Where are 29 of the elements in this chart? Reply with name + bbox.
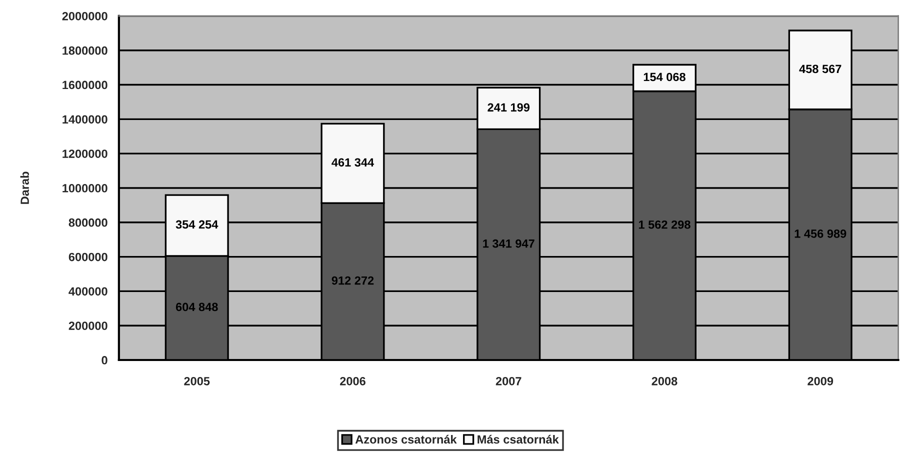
legend-label: Más csatornák [478,434,559,444]
data-label: 458 567 [799,64,842,74]
y-tick-label: 200000 [68,322,108,330]
y-tick-label: 1000000 [62,184,108,192]
x-tick-label: 2007 [496,376,522,386]
x-tick-label: 2009 [808,376,834,386]
x-tick-label: 2008 [652,376,678,386]
y-axis-title: Darab [20,172,29,204]
y-tick-label: 1600000 [62,80,108,90]
data-label: 1 341 947 [483,239,534,248]
x-tick-label: 2006 [340,376,366,386]
y-tick-label: 400000 [68,287,108,296]
y-tick-label: 0 [102,356,108,364]
data-label: 241 199 [488,103,530,112]
y-tick-label: 1800000 [62,46,108,55]
data-label: 1 456 989 [794,230,846,238]
y-tick-label: 800000 [68,218,108,227]
y-tick-label: 600000 [68,252,108,262]
data-label: 912 272 [332,276,374,285]
y-tick-label: 2000000 [62,12,108,20]
data-label: 354 254 [176,220,218,229]
data-label: 154 068 [644,72,686,82]
data-label: 604 848 [176,302,218,312]
data-label: 1 562 298 [638,220,690,229]
data-label: 461 344 [332,158,374,167]
y-tick-label: 1400000 [62,115,108,124]
legend-label: Azonos csatornák [355,434,457,444]
y-tick-label: 1200000 [62,150,108,158]
x-tick-label: 2005 [184,376,210,386]
